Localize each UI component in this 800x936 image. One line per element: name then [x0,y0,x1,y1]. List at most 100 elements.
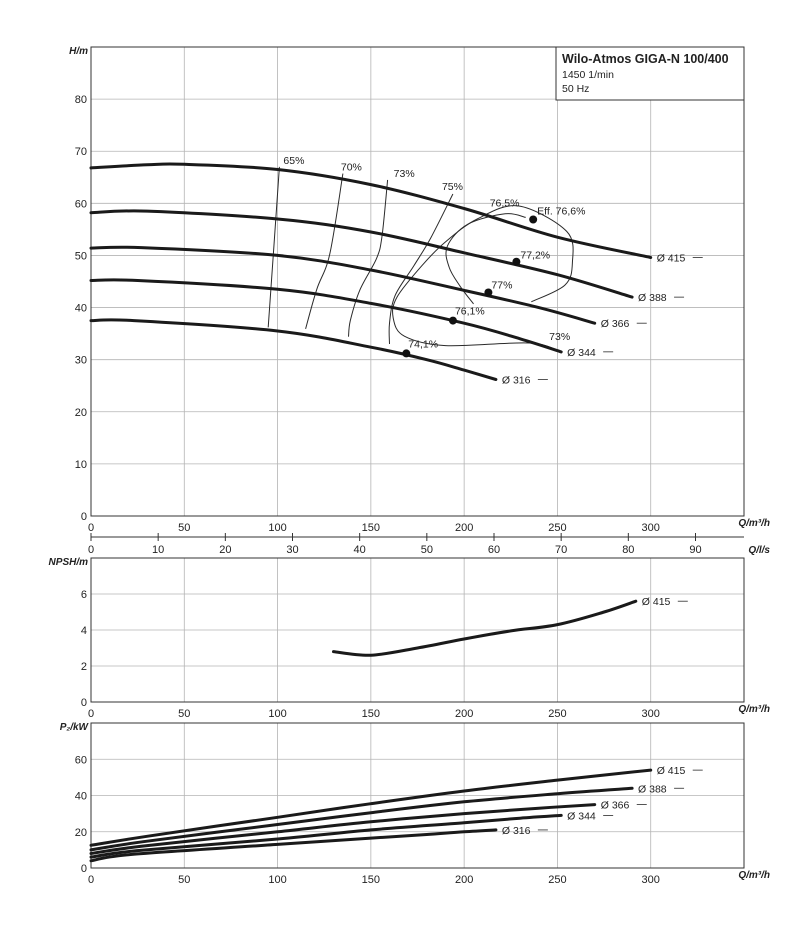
x-tick-label: 150 [362,522,380,534]
secondary-tick-label: 80 [622,544,634,556]
x-tick-label: 300 [642,708,660,720]
chart-title: Wilo-Atmos GIGA-N 100/400 [562,52,729,66]
series-curve [89,768,653,847]
plot-frame [90,557,745,703]
x-axis-title: Q/m³/h [738,704,770,715]
y-axis-title: NPSH/m [49,557,89,568]
series-curve [89,318,498,381]
series-end-label: Ø 388 [638,292,667,304]
series-end-label: Ø 415 [642,596,671,608]
efficiency-label: 77,2% [520,250,550,262]
series-end-label: Ø 415 [657,765,686,777]
bep-point [529,215,538,224]
x-axis-title: Q/m³/h [738,518,770,529]
y-tick-label: 80 [75,94,87,106]
series-curve [89,803,597,855]
y-axis-title: H/m [69,46,88,57]
power-panel: 0 50 100 150 200 250 300 0 20 40 60 P₂/kW Q/m³/h Ø 41… [60,722,770,886]
secondary-tick-label: 90 [689,544,701,556]
head-panel: 0 50 100 150 200 250 30001020304050607080H/mQ/… [69,46,770,556]
secondary-axis-title: Q/l/s [748,545,770,556]
x-tick-label: 100 [268,874,286,886]
y-tick-label: 20 [75,827,87,839]
efficiency-contour [445,213,526,305]
x-tick-label: 200 [455,874,473,886]
efficiency-contour [388,193,454,345]
y-tick-label: 60 [75,198,87,210]
series-end-label: Ø 316 [502,374,531,386]
efficiency-label: 73% [394,168,415,180]
x-tick-label: 250 [548,874,566,886]
plot-frame [90,46,745,517]
x-tick-label: 150 [362,874,380,886]
npsh-panel: 0 50 100 150 200 250 300 0 2 4 6 NPSH/m Q/m³/h Ø 415 [49,557,770,720]
y-tick-label: 60 [75,754,87,766]
y-tick-label: 40 [75,303,87,315]
y-tick-label: 6 [81,589,87,601]
bep-point [484,288,493,297]
efficiency-label: Eff. 76,6% [537,205,585,217]
y-tick-label: 20 [75,407,87,419]
y-tick-label: 0 [81,863,87,875]
efficiency-label: 75% [442,181,463,193]
series-end-label: Ø 316 [502,825,531,837]
x-tick-label: 50 [178,874,190,886]
efficiency-label: 65% [283,155,304,167]
series-end-label: Ø 366 [601,318,630,330]
x-tick-label: 150 [362,708,380,720]
x-tick-label: 100 [268,522,286,534]
x-tick-label: 0 [88,522,94,534]
efficiency-label: 70% [341,162,362,174]
plot-frame [90,722,745,869]
efficiency-contour [305,173,344,330]
efficiency-label: 74,1% [408,338,438,350]
series-end-label: Ø 388 [638,783,667,795]
y-tick-label: 30 [75,355,87,367]
bep-point [402,349,411,358]
series-curve [89,162,653,259]
y-tick-label: 0 [81,511,87,523]
y-axis-title: P₂/kW [60,722,90,733]
y-tick-label: 10 [75,459,87,471]
secondary-tick-label: 0 [88,544,94,556]
x-tick-label: 0 [88,874,94,886]
x-tick-label: 300 [642,874,660,886]
efficiency-label: 76,5% [490,197,520,209]
x-tick-label: 200 [455,708,473,720]
bep-point [512,257,521,266]
x-tick-label: 200 [455,522,473,534]
x-tick-label: 250 [548,522,566,534]
x-tick-label: 50 [178,708,190,720]
efficiency-contour [348,179,389,337]
secondary-tick-label: 30 [286,544,298,556]
x-tick-label: 300 [642,522,660,534]
efficiency-contour [392,205,574,353]
x-tick-label: 100 [268,708,286,720]
series-curve [89,245,597,325]
series-end-label: Ø 344 [567,347,596,359]
x-tick-label: 250 [548,708,566,720]
secondary-tick-label: 70 [555,544,567,556]
efficiency-label: 73% [549,331,570,343]
series-curve [332,599,638,657]
y-tick-label: 40 [75,791,87,803]
series-curve [89,209,634,299]
secondary-tick-label: 50 [421,544,433,556]
y-tick-label: 2 [81,661,87,673]
series-curve [89,278,563,354]
chart-subtitle-line: 1450 1/min [562,69,614,81]
series-end-label: Ø 415 [657,253,686,265]
y-tick-label: 50 [75,250,87,262]
series-end-label: Ø 344 [567,810,596,822]
efficiency-label: 76,1% [455,306,485,318]
bep-point [448,316,457,325]
chart-subtitle-line: 50 Hz [562,83,589,95]
y-tick-label: 4 [81,625,87,637]
secondary-tick-label: 20 [219,544,231,556]
y-tick-label: 0 [81,697,87,709]
series-curve [89,828,498,863]
info-box [555,46,745,101]
secondary-tick-label: 40 [354,544,366,556]
series-curve [89,813,563,859]
